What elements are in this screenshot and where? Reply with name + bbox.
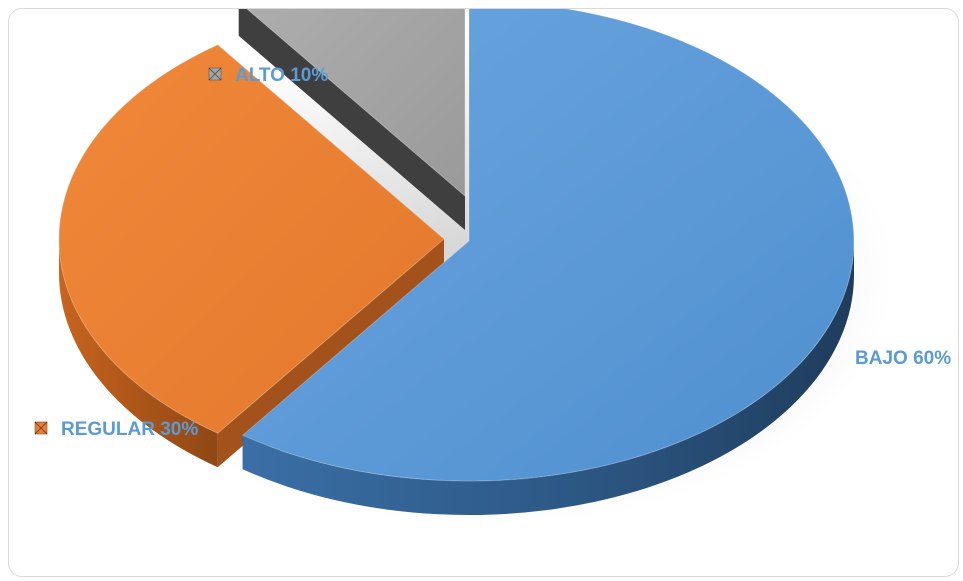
data-label-alto: ALTO 10% (208, 65, 328, 86)
pie-slice-wall (238, 9, 465, 230)
pie-slice-side (242, 241, 854, 516)
chart-frame: BAJO 60% REGULAR 30% ALTO 10% (8, 8, 959, 577)
legend-marker-shade (34, 421, 48, 435)
pie-slice-top (241, 9, 855, 482)
legend-marker-regular (34, 421, 48, 435)
slice-label-text: BAJO 60% (855, 348, 951, 369)
data-label-bajo: BAJO 60% (855, 348, 951, 369)
pie-chart: BAJO 60% REGULAR 30% ALTO 10% (34, 9, 951, 525)
pie-slice-bajo[interactable] (241, 9, 855, 516)
legend-marker-alto (208, 67, 222, 81)
pie-slice-side (58, 239, 218, 468)
slice-label-text: ALTO 10% (235, 65, 328, 86)
pie-slice-top (246, 9, 466, 198)
pie-slice-top (58, 44, 445, 434)
data-label-regular: REGULAR 30% (34, 419, 198, 440)
pie-slice-alto[interactable] (238, 9, 466, 230)
legend-marker-shade (208, 67, 222, 81)
slice-label-text: REGULAR 30% (61, 419, 198, 440)
